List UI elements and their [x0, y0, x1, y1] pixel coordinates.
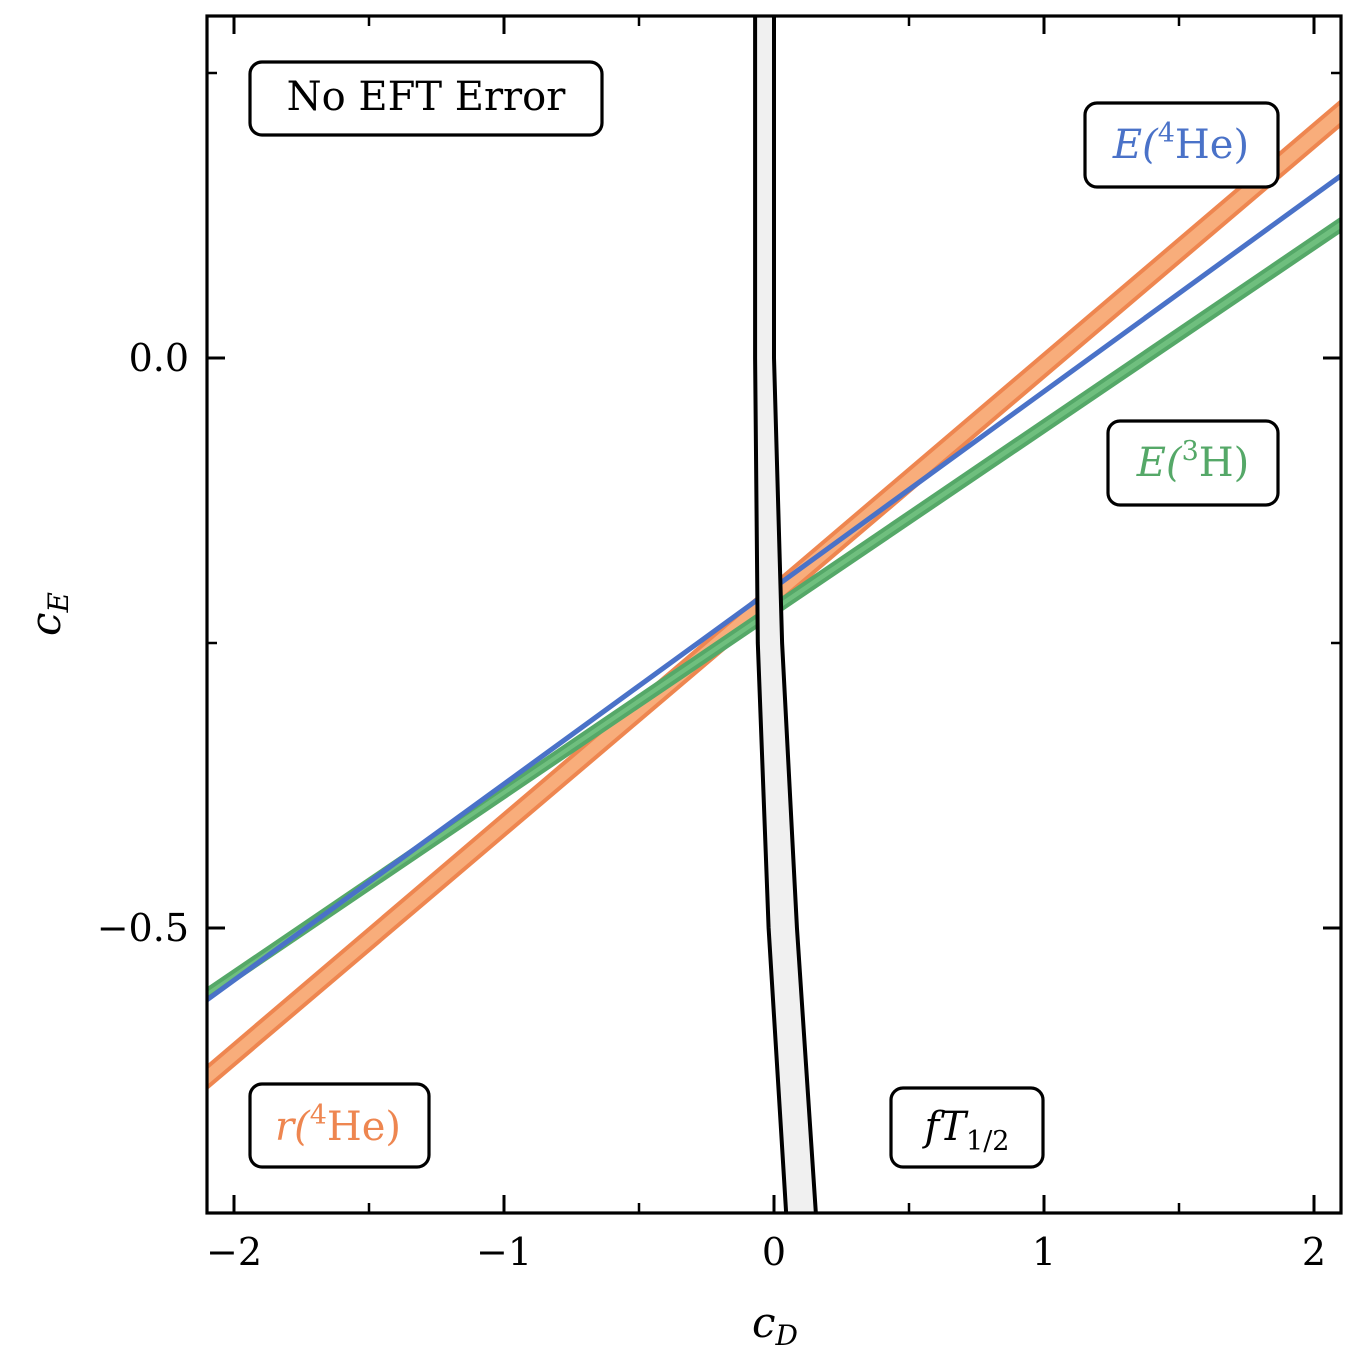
- annotation-frame: [1106, 419, 1280, 507]
- annotation-label: E(3H): [1136, 436, 1250, 486]
- annotation-box: No EFT Error: [248, 60, 604, 137]
- annotation-box: fT1/2: [889, 1086, 1045, 1169]
- annotation-frame: [248, 60, 604, 137]
- plot-area: [207, 16, 1341, 1213]
- x-tick-label: 2: [1302, 1230, 1326, 1274]
- annotation-box: E(3H): [1106, 419, 1280, 507]
- annotation-label: No EFT Error: [287, 74, 567, 120]
- x-axis-label: cD: [752, 1298, 798, 1352]
- x-tick-label: 1: [1032, 1230, 1056, 1274]
- tick-labels: −2 −1 0 1 2 −0.5 0.0: [97, 336, 1326, 1274]
- x-tick-label: 0: [762, 1230, 786, 1274]
- vertical-band-right-edge: [772, 16, 818, 1213]
- axis-ticks: [207, 16, 1341, 1213]
- annotation-label: fT1/2: [922, 1104, 1010, 1157]
- y-tick-label: −0.5: [97, 906, 189, 950]
- y-axis-label: cE: [21, 592, 75, 636]
- annotation-box: r(4He): [248, 1082, 431, 1169]
- annotation-box: E(4He): [1083, 101, 1280, 189]
- annotation-frame: [1083, 101, 1280, 189]
- x-tick-label: −1: [476, 1230, 532, 1274]
- annotation-label: E(4He): [1112, 118, 1249, 168]
- plot-frame: [205, 14, 1343, 1215]
- annotation-frame: [889, 1086, 1045, 1169]
- annotations: No EFT Error E(4He) E(3H) r(4He) fT1/2: [248, 60, 1280, 1169]
- x-tick-label: −2: [206, 1230, 262, 1274]
- vertical-band-left-edge: [753, 16, 789, 1213]
- annotation-frame: [248, 1082, 431, 1169]
- annotation-label: r(4He): [275, 1100, 401, 1150]
- y-tick-label: 0.0: [129, 336, 189, 380]
- vertical-band: [755, 16, 816, 1213]
